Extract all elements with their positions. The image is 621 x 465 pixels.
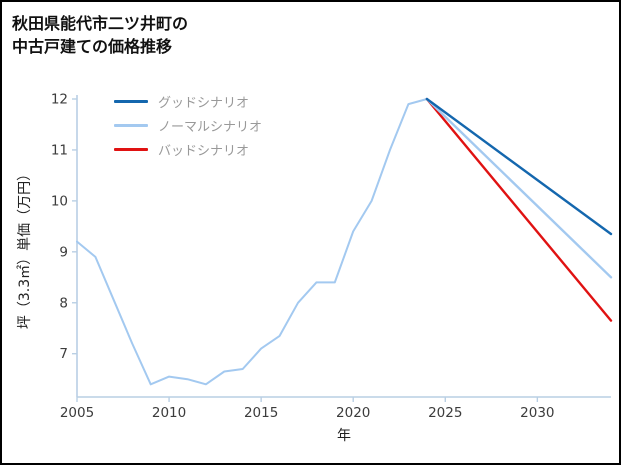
y-tick-label: 11 [51, 142, 68, 158]
page-title-line2: 中古戸建ての価格推移 [12, 37, 173, 57]
x-tick-label: 2020 [336, 405, 370, 421]
x-tick-label: 2015 [244, 405, 278, 421]
legend-item-good: グッドシナリオ [114, 94, 262, 111]
legend-swatch-normal [114, 124, 148, 127]
y-tick-label: 12 [51, 92, 68, 108]
y-tick-label: 7 [59, 346, 68, 362]
x-tick-label: 2005 [60, 405, 94, 421]
page-title: 秋田県能代市二ツ井町の 中古戸建ての価格推移 [12, 12, 188, 58]
legend-item-normal: ノーマルシナリオ [114, 118, 263, 135]
legend-swatch-bad [114, 148, 148, 151]
legend-label-good: グッドシナリオ [158, 96, 250, 111]
series-ノーマルシナリオ [425, 97, 613, 279]
series-実績（坪単価） [76, 98, 428, 386]
legend-item-bad: バッドシナリオ [114, 142, 262, 159]
x-axis-label: 年 [337, 428, 351, 444]
legend-label-bad: バッドシナリオ [158, 144, 250, 159]
x-tick-label: 2030 [520, 405, 554, 421]
legend-label-normal: ノーマルシナリオ [158, 120, 263, 135]
y-tick-label: 9 [59, 244, 68, 260]
series-バッドシナリオ [425, 97, 613, 322]
x-tick-label: 2010 [152, 405, 186, 421]
x-tick-label: 2025 [428, 405, 462, 421]
chart-legend: グッドシナリオ ノーマルシナリオ バッドシナリオ [114, 94, 263, 159]
y-axis-label: 坪（3.3㎡）単価（万円） [17, 166, 33, 330]
legend-swatch-good [114, 100, 148, 103]
y-tick-label: 10 [51, 193, 68, 209]
page-title-line1: 秋田県能代市二ツ井町の [12, 14, 189, 33]
series-グッドシナリオ [425, 97, 613, 236]
y-tick-label: 8 [59, 295, 68, 311]
